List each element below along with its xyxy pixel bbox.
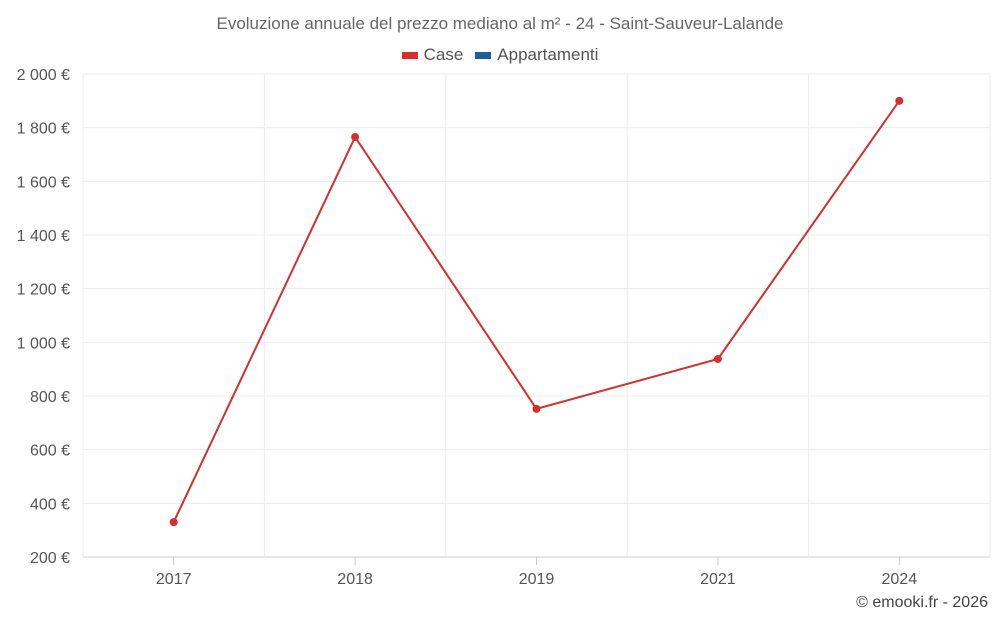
series-line-0	[172, 100, 901, 523]
data-point[interactable]	[351, 133, 360, 142]
y-tick-label: 1 600 €	[17, 174, 70, 191]
legend-label-case: Case	[423, 45, 464, 64]
data-point[interactable]	[713, 354, 722, 363]
y-tick-label: 1 200 €	[17, 282, 70, 299]
x-axis: 2017 2018 2019 2021 2024	[156, 557, 917, 588]
y-tick-label: 600 €	[30, 443, 70, 460]
data-point[interactable]	[169, 518, 178, 527]
y-tick-label: 1 000 €	[17, 335, 70, 352]
chart-title: Evoluzione annuale del prezzo mediano al…	[216, 14, 784, 33]
chart-legend: Case Appartamenti	[0, 45, 1000, 65]
x-tick-label: 2017	[156, 571, 192, 588]
x-tick-label: 2021	[700, 571, 736, 588]
y-axis: 200 € 400 € 600 € 800 € 1 000 € 1 200 € 1 400 …	[17, 67, 70, 567]
y-tick-label: 2 000 €	[17, 67, 70, 84]
y-tick-label: 400 €	[30, 496, 70, 513]
series-layer	[169, 96, 904, 527]
legend-label-appartamenti: Appartamenti	[497, 45, 599, 64]
legend-item-case[interactable]: Case	[401, 45, 464, 65]
y-tick-label: 1 400 €	[17, 228, 70, 245]
y-tick-label: 800 €	[30, 389, 70, 406]
data-point[interactable]	[532, 404, 541, 413]
y-tick-label: 200 €	[30, 550, 70, 567]
grid-lines	[82, 73, 991, 558]
x-tick-label: 2018	[337, 571, 373, 588]
x-tick-label: 2024	[882, 571, 918, 588]
legend-item-appartamenti[interactable]: Appartamenti	[475, 45, 598, 65]
x-tick-label: 2019	[519, 571, 555, 588]
legend-swatch-case	[401, 51, 418, 59]
credit-text: © emooki.fr - 2026	[856, 594, 988, 611]
y-tick-label: 1 800 €	[17, 121, 70, 138]
legend-swatch-appartamenti	[475, 51, 492, 59]
data-point[interactable]	[895, 96, 904, 105]
